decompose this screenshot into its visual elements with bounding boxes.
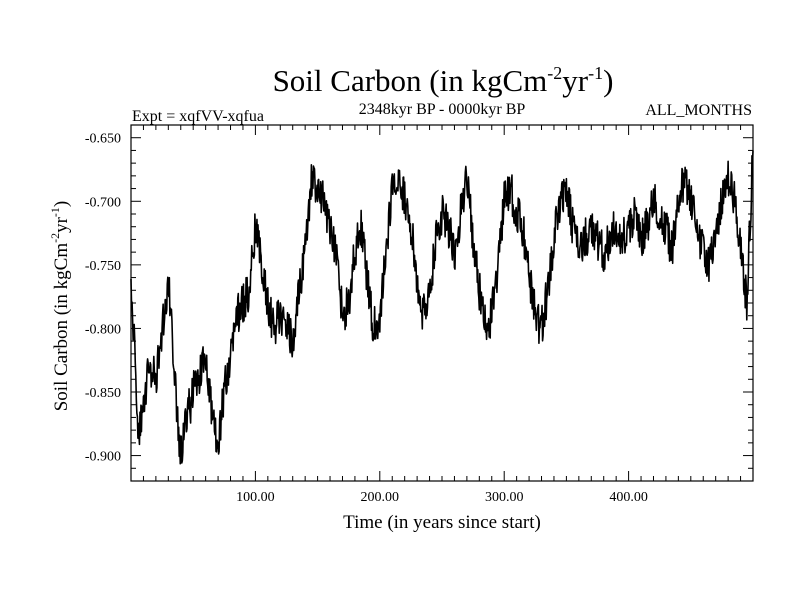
x-tick-label: 100.00 (236, 490, 275, 505)
y-tick-label: -0.850 (85, 386, 121, 401)
y-tick-label: -0.800 (85, 322, 121, 337)
months-label: ALL_MONTHS (645, 102, 752, 119)
x-tick-label: 400.00 (609, 490, 648, 505)
time-range-label: 2348kyr BP - 0000kyr BP (359, 101, 526, 118)
tick-labels: 100.00 200.00 300.00 400.00 -0.650 -0.700 -0.7… (85, 132, 648, 505)
minor-ticks (131, 125, 753, 481)
plot-frame (130, 124, 754, 482)
y-tick-label: -0.650 (85, 132, 121, 147)
y-axis-label: Soil Carbon (in kgCm-2yr-1) (48, 201, 72, 412)
chart-title: Soil Carbon (in kgCm-2yr-1) (273, 63, 614, 98)
x-tick-label: 300.00 (485, 490, 524, 505)
y-tick-label: -0.700 (85, 195, 121, 210)
y-tick-label: -0.900 (85, 450, 121, 465)
experiment-label: Expt = xqfVV-xqfua (132, 108, 264, 125)
major-ticks (131, 125, 753, 481)
series-layer (130, 150, 754, 465)
y-tick-label: -0.750 (85, 259, 121, 274)
x-axis-label: Time (in years since start) (343, 512, 541, 533)
x-tick-label: 200.00 (361, 490, 400, 505)
series-line (130, 150, 754, 465)
